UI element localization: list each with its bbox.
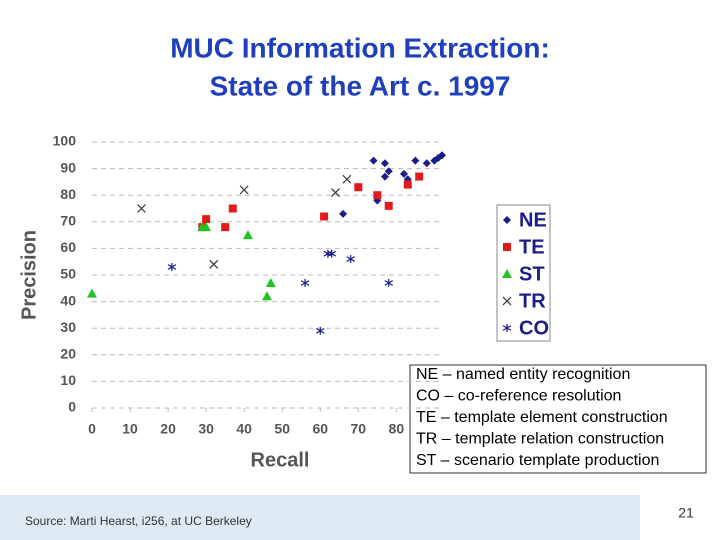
point (239, 185, 249, 195)
x-tick-label: 50 (274, 421, 290, 437)
page-number-box (640, 495, 720, 540)
x-tick-label: 70 (351, 421, 367, 437)
point (262, 291, 272, 301)
subtitle: State of the Art c. 1997 (210, 70, 511, 101)
y-tick-label: 30 (60, 319, 76, 335)
legend-label: TR (519, 290, 546, 312)
point (399, 169, 408, 178)
point (202, 215, 211, 224)
point (403, 180, 412, 189)
legend-marker (502, 324, 512, 332)
point (438, 151, 446, 160)
legend-marker (503, 243, 511, 251)
point (331, 188, 340, 197)
x-tick-label: 60 (312, 421, 328, 437)
y-tick-label: 100 (53, 133, 77, 149)
point (346, 255, 356, 264)
y-tick-label: 90 (60, 159, 76, 175)
point (339, 209, 348, 218)
point (369, 156, 378, 165)
page-number: 21 (678, 505, 694, 521)
y-tick-label: 10 (60, 372, 76, 388)
note: TE – template element construction (416, 409, 668, 426)
legend-label: CO (519, 317, 549, 339)
point (315, 326, 325, 335)
y-tick-label: 40 (60, 292, 76, 308)
y-tick-label: 20 (60, 346, 76, 362)
x-tick-label: 80 (389, 421, 405, 437)
point (380, 172, 389, 181)
y-tick-label: 0 (68, 399, 76, 415)
point (384, 278, 394, 287)
y-tick-label: 60 (60, 239, 76, 255)
point (342, 174, 352, 184)
note: TR – template relation construction (416, 431, 664, 448)
legend-marker (502, 269, 512, 278)
point (327, 249, 336, 258)
point (380, 159, 389, 168)
point (411, 156, 420, 165)
point (137, 204, 146, 213)
y-tick-label: 70 (60, 213, 76, 229)
point (201, 222, 212, 232)
x-tick-label: 0 (88, 421, 96, 437)
point (422, 159, 431, 168)
legend-label: TE (519, 236, 545, 258)
title: MUC Information Extraction: (170, 32, 550, 63)
legend-label: NE (519, 209, 547, 231)
point (167, 263, 177, 272)
x-tick-label: 10 (122, 421, 138, 437)
y-axis-label: Precision (18, 230, 40, 320)
point (373, 191, 382, 200)
source: Source: Marti Hearst, i256, at UC Berkel… (25, 514, 252, 528)
x-tick-label: 40 (236, 421, 252, 437)
note: ST – scenario template production (416, 452, 659, 469)
footer-band (0, 495, 720, 540)
legend-label: ST (519, 263, 545, 285)
legend-marker (502, 296, 512, 306)
point (354, 183, 363, 192)
point (209, 259, 219, 269)
point (228, 204, 237, 213)
y-tick-label: 80 (60, 186, 76, 202)
point (242, 230, 253, 240)
notes-box (409, 364, 707, 474)
point (87, 288, 97, 298)
y-tick-label: 50 (60, 266, 76, 282)
point (320, 212, 329, 221)
x-tick-label: 30 (198, 421, 214, 437)
legend-marker (503, 216, 511, 224)
x-axis-label: Recall (251, 449, 310, 471)
point (221, 223, 230, 232)
point (265, 277, 276, 287)
point (300, 278, 310, 287)
note: CO – co-reference resolution (416, 388, 621, 405)
point (384, 167, 393, 176)
point (384, 201, 393, 210)
x-tick-label: 20 (160, 421, 176, 437)
note: NE – named entity recognition (416, 366, 630, 383)
point (415, 172, 424, 181)
